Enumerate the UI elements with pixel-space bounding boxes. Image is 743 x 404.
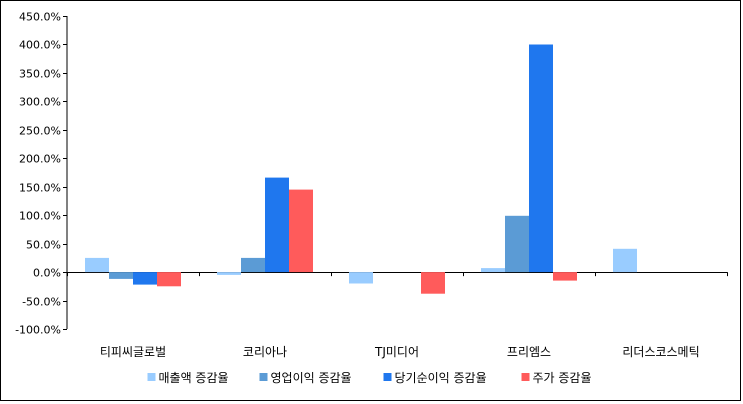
- y-tick-label: 200.0%: [19, 153, 61, 166]
- bar: [505, 215, 529, 273]
- y-tick-label: 350.0%: [19, 68, 61, 81]
- bar: [481, 268, 505, 273]
- y-tick-label: 0.0%: [33, 267, 61, 280]
- y-tick-label: 50.0%: [26, 239, 61, 252]
- bar: [133, 272, 157, 285]
- legend-label: 주가 증감율: [533, 371, 592, 385]
- bar: [529, 44, 553, 273]
- bar: [553, 272, 577, 281]
- bar: [265, 177, 289, 273]
- bar: [421, 272, 445, 294]
- bar: [241, 257, 265, 273]
- legend-swatch: [383, 373, 392, 381]
- legend-label: 매출액 증감율: [159, 371, 229, 385]
- y-tick-label: 300.0%: [19, 96, 61, 109]
- legend-swatch: [521, 373, 530, 381]
- legend-item: 영업이익 증감율: [259, 371, 352, 385]
- category-label: 티피씨글로벌: [100, 345, 166, 359]
- y-tick-label: 100.0%: [19, 210, 61, 223]
- legend-swatch: [147, 373, 156, 381]
- bar: [157, 272, 181, 287]
- y-tick-label: 450.0%: [19, 11, 61, 24]
- legend-item: 당기순이익 증감율: [383, 371, 487, 385]
- y-tick-label: 400.0%: [19, 39, 61, 52]
- category-label: 코리아나: [243, 345, 287, 359]
- bar: [217, 272, 241, 275]
- category-label: TJ미디어: [374, 345, 419, 359]
- category-label: 리더스코스메틱: [622, 345, 699, 359]
- y-tick-label: 150.0%: [19, 182, 61, 195]
- legend-label: 영업이익 증감율: [271, 371, 352, 385]
- bar: [109, 272, 133, 279]
- legend-swatch: [259, 373, 268, 381]
- bar: [85, 257, 109, 273]
- y-tick-label: 250.0%: [19, 125, 61, 138]
- legend-item: 매출액 증감율: [147, 371, 229, 385]
- legend-item: 주가 증감율: [521, 371, 592, 385]
- category-label: 프리엠스: [507, 345, 551, 359]
- bar: [349, 272, 373, 284]
- y-tick-label: -100.0%: [15, 324, 61, 337]
- y-tick-label: -50.0%: [22, 296, 61, 309]
- bar: [613, 248, 637, 273]
- bar: [289, 189, 313, 273]
- legend-label: 당기순이익 증감율: [395, 371, 487, 385]
